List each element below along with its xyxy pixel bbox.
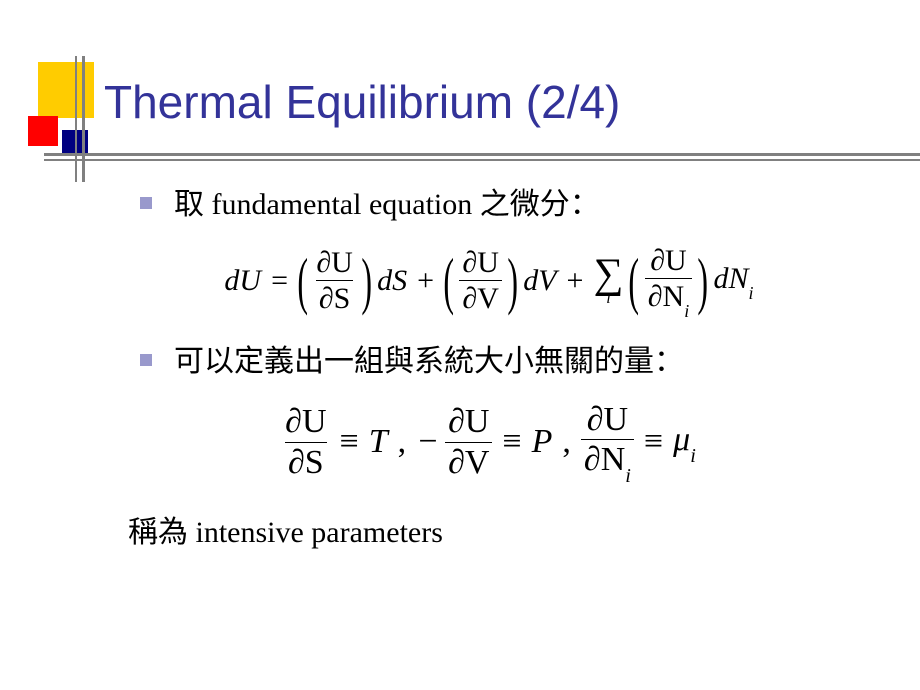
subscript-i: i <box>684 301 689 321</box>
plus-sign: + <box>567 264 584 298</box>
pressure-p: P <box>532 423 553 461</box>
left-paren: ( <box>443 255 454 306</box>
bullet-text: 可以定義出一組與系統大小無關的量： <box>174 342 684 381</box>
subscript-i: i <box>749 283 754 303</box>
vertical-line-thin <box>75 56 77 182</box>
partial-frac: ∂U ∂V <box>445 403 492 481</box>
diff-s: dS <box>377 264 407 298</box>
eq1-lhs: dU <box>224 264 261 298</box>
closing-text: 稱為 intensive parameters <box>128 507 870 551</box>
bullet-icon <box>140 197 152 209</box>
yellow-square <box>38 62 94 118</box>
left-paren: ( <box>629 255 640 306</box>
partial-frac: ∂U ∂V <box>459 246 502 315</box>
minus-sign: − <box>416 423 439 461</box>
left-paren: ( <box>297 255 308 306</box>
partial-frac: ∂U ∂S <box>313 246 356 315</box>
right-paren: ) <box>698 255 709 306</box>
slide-content: 取 fundamental equation 之微分： dU = ( ∂U ∂S… <box>108 185 870 551</box>
comma: , <box>562 423 571 461</box>
right-paren: ) <box>507 255 518 306</box>
partial-frac: ∂U ∂Ni <box>645 244 693 318</box>
partial-v: ∂V <box>462 282 499 315</box>
comma: , <box>398 423 407 461</box>
bullet-text: 取 fundamental equation 之微分： <box>174 185 600 224</box>
equation-definitions: ∂U ∂S ≡ T , − ∂U ∂V ≡ P , ∂U ∂Ni ≡ μi <box>108 401 870 484</box>
temperature-t: T <box>369 423 388 461</box>
bullet-item: 取 fundamental equation 之微分： <box>108 185 870 224</box>
chemical-potential-mu: μ <box>673 421 690 458</box>
partial-n: ∂N <box>584 441 625 478</box>
subscript-i: i <box>625 465 631 487</box>
equiv-sign: ≡ <box>644 423 663 461</box>
partial-n: ∂N <box>648 280 685 313</box>
partial-frac: ∂U ∂Ni <box>581 401 634 484</box>
partial-u: ∂U <box>448 403 489 440</box>
horizontal-line-thick <box>44 153 920 156</box>
partial-u: ∂U <box>316 246 353 279</box>
bullet-icon <box>140 354 152 366</box>
horizontal-line-thin <box>44 159 920 161</box>
diff-n: dN <box>714 262 749 295</box>
slide-title: Thermal Equilibrium (2/4) <box>104 75 620 129</box>
equals-sign: = <box>271 264 288 298</box>
equiv-sign: ≡ <box>502 423 521 461</box>
partial-u: ∂U <box>650 244 687 277</box>
right-paren: ) <box>361 255 372 306</box>
equation-differential: dU = ( ∂U ∂S ) dS + ( ∂U ∂V ) dV + ∑ i ( <box>108 244 870 318</box>
red-square <box>28 116 58 146</box>
sigma-icon: ∑ <box>593 256 623 294</box>
diff-v: dV <box>523 264 556 298</box>
partial-u: ∂U <box>285 403 326 440</box>
sum-index: i <box>606 292 610 306</box>
partial-u: ∂U <box>587 401 628 438</box>
subscript-i: i <box>690 445 696 467</box>
partial-v: ∂V <box>448 444 489 481</box>
equiv-sign: ≡ <box>340 423 359 461</box>
summation: ∑ i <box>593 256 623 306</box>
partial-s: ∂S <box>319 282 351 315</box>
bullet-item: 可以定義出一組與系統大小無關的量： <box>108 342 870 381</box>
partial-s: ∂S <box>288 444 324 481</box>
vertical-line-thick <box>82 56 85 182</box>
plus-sign: + <box>417 264 434 298</box>
partial-u: ∂U <box>462 246 499 279</box>
partial-frac: ∂U ∂S <box>282 403 329 481</box>
